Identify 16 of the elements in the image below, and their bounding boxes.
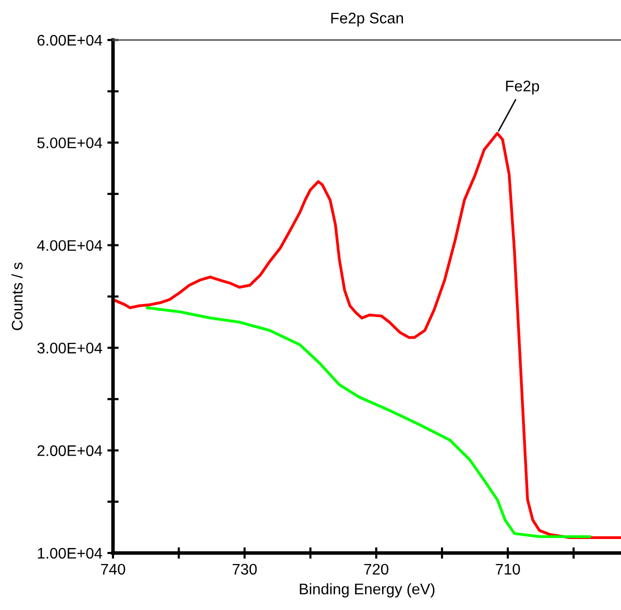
y-tick-label: 2.00E+04: [38, 445, 102, 456]
y-tick-label: 5.00E+04: [37, 137, 102, 148]
y-tick-label: 3.00E+04: [37, 342, 102, 354]
annotation: Fe2p: [506, 80, 540, 94]
x-tick-label: 730: [232, 564, 257, 575]
x-axis-title: Binding Energy (eV): [300, 583, 434, 598]
line-series: [113, 132, 621, 539]
y-tick-label: 6.00E+04: [38, 34, 102, 46]
x-tick-label: 710: [496, 564, 520, 575]
y-axis-title: Counts / s: [11, 262, 23, 330]
x-tick-label: 740: [101, 564, 126, 575]
line-series: [146, 306, 591, 538]
x-tick-label: 720: [364, 564, 388, 575]
y-tick-label: 1.00E+04: [38, 548, 102, 559]
chart-title: Fe2p Scan: [331, 12, 403, 27]
y-tick-label: 4.00E+04: [37, 240, 102, 251]
